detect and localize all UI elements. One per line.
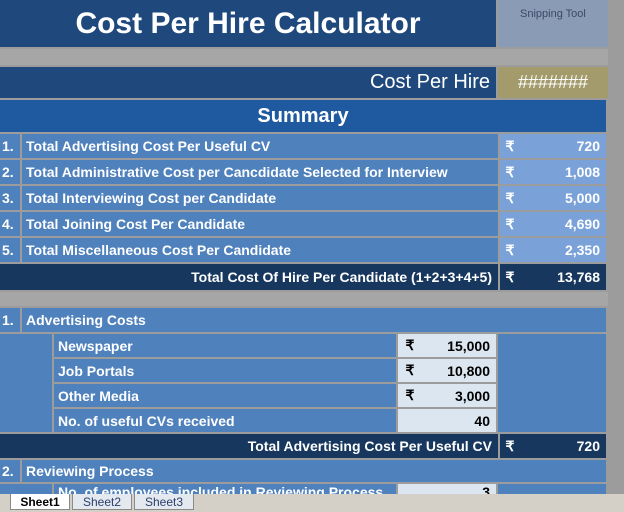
- row-number: 3.: [0, 186, 20, 210]
- cost-per-hire-label: Cost Per Hire: [0, 67, 496, 98]
- row-label: Total Advertising Cost Per Useful CV: [22, 134, 498, 158]
- currency: ₹: [398, 334, 422, 357]
- sheet-tab[interactable]: Sheet2: [72, 494, 132, 510]
- row-value: 720: [520, 134, 606, 158]
- summary-title: Summary: [0, 100, 606, 132]
- currency: ₹: [500, 238, 520, 262]
- currency: ₹: [500, 160, 520, 184]
- total-label: Total Advertising Cost Per Useful CV: [0, 434, 498, 458]
- row-value: 5,000: [520, 186, 606, 210]
- currency: ₹: [398, 384, 422, 407]
- currency: ₹: [398, 359, 422, 382]
- row-label: Newspaper: [54, 334, 396, 357]
- section-number: 1.: [0, 308, 20, 332]
- row-value: 2,350: [520, 238, 606, 262]
- total-value: 13,768: [520, 264, 606, 290]
- currency: ₹: [500, 212, 520, 236]
- row-label: Total Interviewing Cost per Candidate: [22, 186, 498, 210]
- total-label: Total Cost Of Hire Per Candidate (1+2+3+…: [0, 264, 498, 290]
- row-label: Other Media: [54, 384, 396, 407]
- cell: [0, 334, 52, 432]
- section-number: 2.: [0, 460, 20, 482]
- row-label: Job Portals: [54, 359, 396, 382]
- currency: ₹: [500, 264, 520, 290]
- row-number: 1.: [0, 134, 20, 158]
- sheet-tab[interactable]: Sheet3: [134, 494, 194, 510]
- cell: [0, 484, 52, 494]
- row-value: 1,008: [520, 160, 606, 184]
- spacer: [0, 292, 608, 306]
- row-label: No. of useful CVs received: [54, 409, 396, 432]
- row-label: Total Administrative Cost per Cancdidate…: [22, 160, 498, 184]
- row-label: No. of employees included in Reviewing P…: [54, 484, 396, 494]
- cell: [498, 334, 606, 432]
- sheet-tab[interactable]: Sheet1: [10, 494, 70, 510]
- row-number: 5.: [0, 238, 20, 262]
- section-title: Advertising Costs: [22, 308, 606, 332]
- currency: ₹: [500, 186, 520, 210]
- row-number: 2.: [0, 160, 20, 184]
- row-value: 3: [398, 484, 496, 494]
- title: Cost Per Hire Calculator: [0, 0, 496, 47]
- row-value: 4,690: [520, 212, 606, 236]
- spacer: [0, 49, 608, 65]
- snipping-tool: Snipping Tool: [498, 0, 608, 47]
- row-value: 15,000: [422, 334, 496, 357]
- cost-per-hire-value: #######: [498, 67, 608, 98]
- total-value: 720: [520, 434, 606, 458]
- cell: [498, 484, 606, 494]
- row-number: 4.: [0, 212, 20, 236]
- row-value: 10,800: [422, 359, 496, 382]
- section-title: Reviewing Process: [22, 460, 606, 482]
- row-value: 3,000: [422, 384, 496, 407]
- row-value: 40: [398, 409, 496, 432]
- currency: ₹: [500, 434, 520, 458]
- currency: ₹: [500, 134, 520, 158]
- row-label: Total Joining Cost Per Candidate: [22, 212, 498, 236]
- row-label: Total Miscellaneous Cost Per Candidate: [22, 238, 498, 262]
